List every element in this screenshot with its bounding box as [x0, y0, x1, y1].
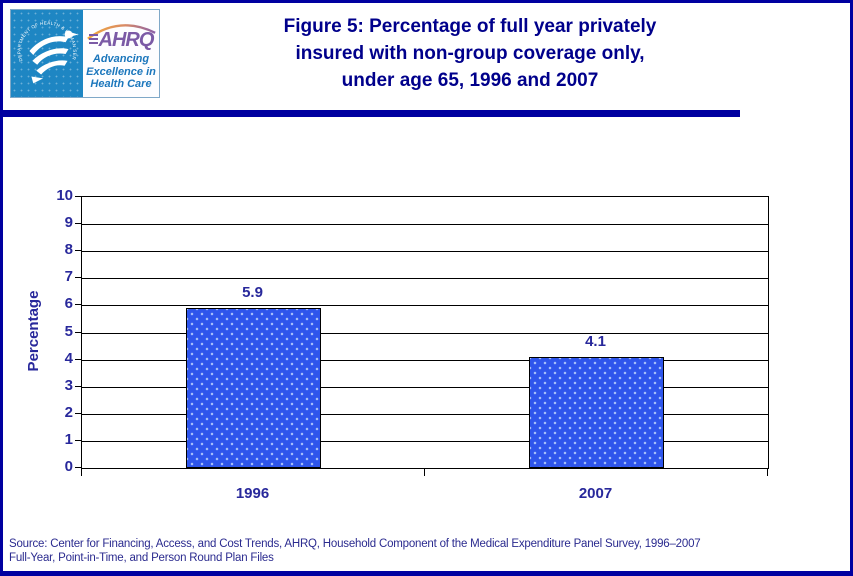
- gridline: [82, 224, 768, 225]
- source-line-1: Source: Center for Financing, Access, an…: [9, 538, 701, 550]
- gridline: [82, 414, 768, 415]
- x-axis-category-label: 1996: [235, 485, 270, 502]
- figure-title-line-2: insured with non-group coverage only,: [295, 43, 645, 64]
- plot-area: [81, 196, 769, 469]
- figure-title: Figure 5: Percentage of full year privat…: [173, 13, 767, 94]
- gridline: [82, 305, 768, 306]
- source-line-2: Full-Year, Point-in-Time, and Person Rou…: [9, 552, 274, 564]
- y-axis-tick-label: 0: [64, 458, 73, 475]
- x-axis-tick: [424, 468, 425, 476]
- y-axis-tick-label: 3: [64, 377, 73, 394]
- x-axis-tick: [81, 468, 82, 476]
- y-axis-tick: [75, 277, 81, 278]
- gridline: [82, 360, 768, 361]
- gridline: [82, 441, 768, 442]
- y-axis-tick: [75, 359, 81, 360]
- y-axis-tick: [75, 467, 81, 468]
- gridline: [82, 387, 768, 388]
- y-axis-tick: [75, 440, 81, 441]
- figure-title-line-3: under age 65, 1996 and 2007: [341, 70, 599, 91]
- gridline: [82, 278, 768, 279]
- hhs-seal: DEPARTMENT OF HEALTH & HUMAN SERVICES • …: [11, 10, 83, 97]
- y-axis-tick-label: 8: [64, 241, 73, 258]
- source-note: Source: Center for Financing, Access, an…: [9, 537, 840, 565]
- y-axis-tick: [75, 413, 81, 414]
- y-axis-tick-label: 4: [64, 350, 73, 367]
- y-axis-tick-label: 7: [64, 268, 73, 285]
- figure-title-line-1: Figure 5: Percentage of full year privat…: [283, 16, 657, 37]
- chart-region: Percentage 0 1 2 3 4 5 6 7 8 9 10 5.9 1996 4.1 2007: [3, 133, 850, 528]
- hhs-eagle-icon: DEPARTMENT OF HEALTH & HUMAN SERVICES • …: [11, 10, 79, 84]
- bar-1996: [186, 308, 321, 468]
- y-axis-tick-label: 5: [64, 323, 73, 340]
- tagline-line-3: Health Care: [90, 78, 152, 90]
- tagline-line-1: Advancing: [92, 53, 150, 65]
- y-axis-tick-label: 10: [56, 187, 73, 204]
- y-axis-tick: [75, 196, 81, 197]
- header-divider-rule: [3, 110, 740, 117]
- y-axis-tick: [75, 223, 81, 224]
- gridline: [82, 251, 768, 252]
- y-axis-tick: [75, 250, 81, 251]
- x-axis-category-label: 2007: [578, 485, 613, 502]
- y-axis-tick-label: 9: [64, 214, 73, 231]
- y-axis-tick: [75, 386, 81, 387]
- x-axis-tick: [767, 468, 768, 476]
- ahrq-tagline: Advancing Excellence in Health Care: [83, 53, 159, 91]
- bar-value-label: 4.1: [585, 333, 606, 350]
- tagline-line-2: Excellence in: [86, 65, 156, 78]
- y-axis-tick: [75, 304, 81, 305]
- ahrq-acronym: AHRQ: [83, 30, 159, 50]
- bar-2007: [529, 357, 664, 468]
- y-axis-tick-label: 2: [64, 404, 73, 421]
- ahrq-logo-panel: AHRQ Advancing Excellence in Health Care: [83, 10, 159, 97]
- hhs-ahrq-logo: DEPARTMENT OF HEALTH & HUMAN SERVICES • …: [10, 9, 160, 98]
- y-axis-tick: [75, 332, 81, 333]
- y-axis-tick-label: 1: [64, 431, 73, 448]
- y-axis-tick-label: 6: [64, 295, 73, 312]
- bar-value-label: 5.9: [242, 284, 263, 301]
- gridline: [82, 333, 768, 334]
